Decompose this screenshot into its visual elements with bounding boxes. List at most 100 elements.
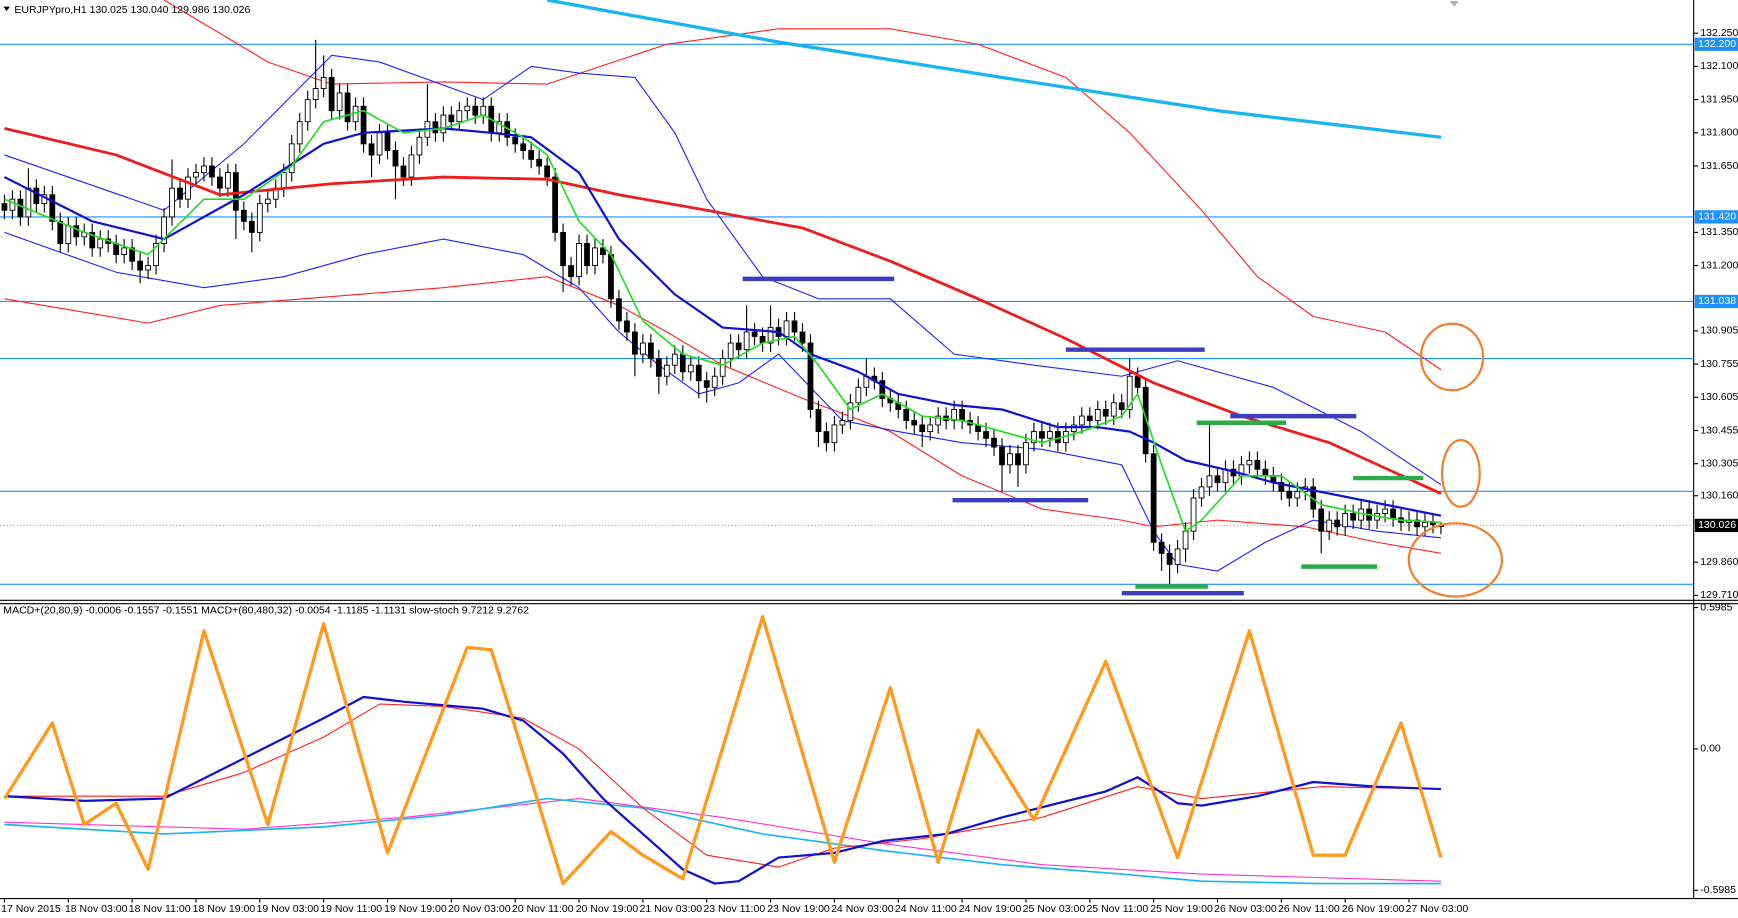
candle-body [456, 110, 463, 123]
candle-body [1102, 409, 1109, 417]
candle-body [799, 331, 806, 344]
candle-body [201, 165, 207, 174]
highlight-circle [1440, 439, 1481, 508]
candle-body [512, 136, 519, 145]
candle-body [983, 431, 989, 439]
candle-body [304, 99, 311, 123]
candle-body [911, 420, 918, 426]
candle-body [815, 409, 822, 433]
candle-body [1023, 442, 1029, 466]
candle-body [847, 402, 854, 421]
candle-body [616, 298, 622, 322]
level-tag-label: 131.420 [1698, 211, 1736, 223]
candle-body [408, 154, 415, 178]
candle-body [185, 176, 191, 200]
candle-body [1182, 530, 1189, 550]
candle-body [225, 172, 231, 189]
x-tick-label: 24 Nov 19:00 [959, 903, 1022, 915]
candle-body [695, 364, 702, 382]
candle-body [320, 77, 327, 89]
candle-body [727, 342, 734, 359]
indicator-line [4, 109, 1441, 533]
candle-body [209, 165, 215, 178]
indicator-line [3, 127, 1442, 517]
candle-body [1222, 468, 1229, 483]
indicator-line [4, 797, 1441, 882]
candle-body [919, 424, 926, 433]
candle-body [951, 409, 958, 421]
candle-body [480, 105, 487, 116]
y-tick-label: 0.00 [1700, 743, 1721, 755]
candle-body [711, 375, 718, 388]
candle-body [193, 172, 199, 178]
candle-body [1286, 490, 1293, 499]
candle-body [1086, 415, 1093, 421]
candle-body [1031, 431, 1037, 444]
x-tick-label: 18 Nov 11:00 [129, 903, 191, 915]
candle-body [1294, 490, 1301, 499]
candle-body [735, 342, 742, 351]
candle-body [1350, 513, 1357, 521]
y-tick-label: 131.650 [1700, 160, 1738, 172]
candle-body [903, 409, 910, 421]
candle-body [991, 437, 997, 448]
candle-body [1, 203, 8, 211]
candle-body [113, 243, 120, 255]
indicator-line [546, 0, 1442, 139]
y-tick-label: 131.200 [1700, 259, 1738, 271]
y-tick-label: 131.350 [1700, 226, 1738, 238]
candle-body [1078, 415, 1085, 426]
candle-body [1246, 459, 1253, 466]
candle-body [1110, 402, 1117, 417]
y-tick-label: 131.800 [1700, 127, 1738, 139]
level-tag-label: 131.038 [1698, 295, 1736, 307]
candle-body [839, 420, 846, 426]
candle-body [97, 238, 104, 249]
candle-body [17, 198, 24, 218]
candle-body [703, 380, 710, 388]
x-tick-label: 19 Nov 03:00 [256, 903, 319, 915]
candle-body [751, 331, 758, 337]
candle-body [520, 143, 527, 151]
y-tick-label: -0.5985 [1700, 884, 1736, 896]
candle-body [264, 198, 271, 205]
highlight-circle [1419, 322, 1485, 392]
candle-body [432, 121, 439, 134]
candle-body [1278, 482, 1285, 492]
indicator-line [4, 54, 1442, 486]
candle-body [767, 327, 774, 344]
candle-body [328, 77, 335, 112]
candle-body [153, 243, 159, 267]
candle-body [791, 320, 798, 333]
axes: 132.250 132.100 131.950 131.800 131.650 131.3… [1, 27, 1738, 915]
candle-body [384, 132, 391, 151]
indicator-line [4, 276, 1442, 554]
candle-body [600, 247, 606, 255]
candle-body [25, 187, 32, 218]
annotations [3, 1, 1504, 598]
candle-body [1214, 475, 1221, 483]
candle-body [1126, 375, 1133, 410]
candle-body [719, 358, 726, 377]
candle-body [592, 247, 598, 267]
y-tick-label: 131.950 [1700, 93, 1738, 105]
x-tick-label: 24 Nov 03:00 [831, 903, 894, 915]
candle-body [1198, 486, 1205, 499]
y-tick-label: 129.860 [1700, 556, 1738, 568]
candle-body [89, 231, 96, 249]
candle-body [1094, 409, 1101, 421]
candle-body [280, 172, 287, 189]
candle-body [743, 331, 750, 351]
candle-body [552, 176, 558, 233]
candle-body [448, 114, 455, 123]
level-tag-label: 132.200 [1698, 38, 1736, 50]
x-tick-label: 19 Nov 11:00 [320, 903, 382, 915]
level-tag [1694, 294, 1738, 309]
y-tick-label: 132.250 [1700, 27, 1738, 39]
highlight-circle [1407, 522, 1504, 598]
candle-body [177, 187, 183, 200]
candle-body [217, 176, 223, 189]
candle-body [624, 320, 630, 333]
